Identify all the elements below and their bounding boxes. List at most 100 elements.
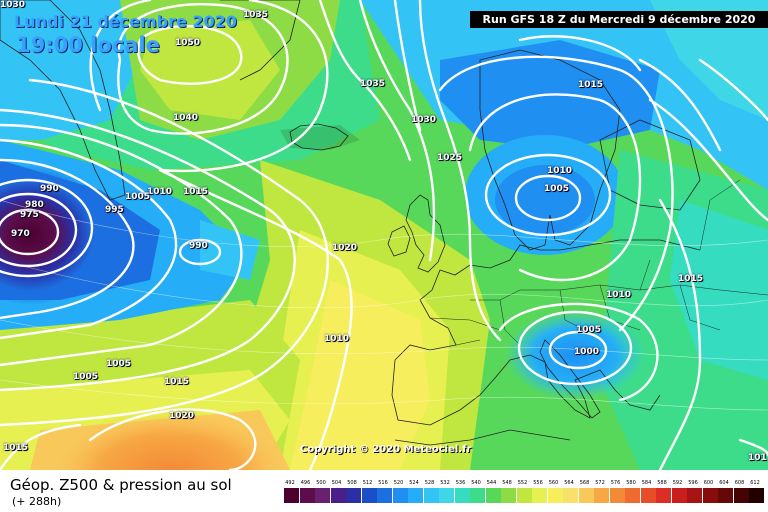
legend-value: 584 [641, 480, 652, 486]
legend-value: 572 [595, 480, 605, 486]
isobar-label: 1005 [576, 325, 602, 335]
isobar-label: 101 [748, 453, 767, 463]
legend-swatch [315, 488, 330, 503]
forecast-date: Lundi 21 décembre 2020 [14, 12, 237, 31]
copyright: Copyright © 2020 Meteociel.fr [300, 444, 472, 455]
isobar-label: 980 [25, 200, 44, 210]
legend-swatch [501, 488, 516, 503]
legend-swatch [687, 488, 702, 503]
legend-value: 544 [486, 480, 497, 486]
legend-swatch [408, 488, 423, 503]
forecast-local-time: 19:00 locale [16, 33, 160, 57]
legend-value: 568 [579, 480, 590, 486]
isobar-label: 1005 [544, 184, 570, 194]
legend-swatch [733, 488, 749, 503]
legend-swatch [439, 488, 454, 503]
map-title: Géop. Z500 & pression au sol [10, 476, 232, 494]
run-banner: Run GFS 18 Z du Mercredi 9 décembre 2020 [470, 11, 768, 28]
legend-value: 524 [409, 480, 419, 486]
isobar-label: 1035 [360, 79, 386, 89]
legend-value: 560 [548, 480, 559, 486]
isobar-label: 1020 [332, 243, 358, 253]
isobar-label: 1005 [106, 359, 132, 369]
isobar-label: 990 [40, 184, 59, 194]
isobar-label: 1035 [243, 10, 269, 20]
isobar-label: 1005 [125, 192, 151, 202]
legend-value: 592 [672, 480, 683, 486]
legend-value: 540 [471, 480, 481, 486]
legend-value: 600 [703, 480, 714, 486]
forecast-lead-time: (+ 288h) [12, 495, 62, 508]
isobar-label: 1025 [437, 153, 463, 163]
legend-swatch [702, 488, 718, 503]
isobar-label: 1000 [574, 347, 600, 357]
legend-value: 496 [300, 480, 311, 486]
legend-swatch [485, 488, 501, 503]
legend-swatch [594, 488, 609, 503]
legend-value: 580 [626, 480, 636, 486]
isobar-label: 1015 [164, 377, 190, 387]
legend-value: 576 [610, 480, 621, 486]
legend-value: 556 [533, 480, 543, 486]
legend-value: 596 [688, 480, 698, 486]
legend-value: 552 [517, 480, 528, 486]
legend-swatch [625, 488, 640, 503]
legend-swatch [563, 488, 578, 503]
legend-swatch [609, 488, 625, 503]
legend-swatch [532, 488, 547, 503]
isobar-label: 1010 [324, 334, 350, 344]
legend-value: 508 [347, 480, 357, 486]
legend-value: 548 [502, 480, 512, 486]
legend-swatch [578, 488, 594, 503]
legend-swatch [640, 488, 656, 503]
isobar-label: 1015 [183, 187, 209, 197]
isobar-label: 1030 [0, 0, 26, 10]
legend-swatch [392, 488, 408, 503]
legend-swatch [361, 488, 377, 503]
legend-swatch [749, 488, 764, 503]
geopotential-map-canvas [0, 0, 768, 470]
legend-swatch [718, 488, 733, 503]
legend-value: 504 [331, 480, 342, 486]
legend-swatch [330, 488, 346, 503]
legend-value: 492 [285, 480, 295, 486]
legend-value: 564 [564, 480, 574, 486]
legend-swatch [671, 488, 687, 503]
legend-swatch [656, 488, 671, 503]
legend-value: 612 [750, 480, 760, 486]
legend-value: 512 [362, 480, 373, 486]
isobar-label: 1010 [606, 290, 632, 300]
map-footer: Géop. Z500 & pression au sol (+ 288h) 49… [0, 470, 768, 512]
legend-value: 536 [455, 480, 466, 486]
isobar-label: 1030 [411, 115, 437, 125]
legend-value: 604 [719, 480, 729, 486]
legend-swatch [516, 488, 532, 503]
legend-swatch [470, 488, 485, 503]
isobar-label: 1015 [578, 80, 604, 90]
legend-value: 532 [440, 480, 450, 486]
legend-swatch [284, 488, 299, 503]
isobar-label: 1005 [73, 372, 99, 382]
isobar-label: 995 [105, 205, 124, 215]
isobar-label: 1010 [547, 166, 573, 176]
legend-value: 588 [657, 480, 667, 486]
legend-swatch [423, 488, 439, 503]
legend-value: 500 [316, 480, 326, 486]
legend-swatch [454, 488, 470, 503]
isobar-label: 1010 [147, 187, 173, 197]
legend-value: 516 [378, 480, 388, 486]
legend-swatch [299, 488, 315, 503]
legend-swatch [547, 488, 563, 503]
legend-value: 608 [734, 480, 745, 486]
legend-swatch [377, 488, 392, 503]
isobar-label: 975 [20, 210, 39, 220]
isobar-label: 1040 [173, 113, 199, 123]
legend-value: 520 [393, 480, 404, 486]
weather-map: Lundi 21 décembre 2020 19:00 locale Run … [0, 0, 768, 470]
isobar-label: 1015 [678, 274, 704, 284]
legend-swatch [346, 488, 361, 503]
legend-value: 528 [424, 480, 435, 486]
isobar-label: 1020 [169, 411, 195, 421]
isobar-label: 990 [189, 241, 208, 251]
isobar-label: 970 [11, 229, 30, 239]
